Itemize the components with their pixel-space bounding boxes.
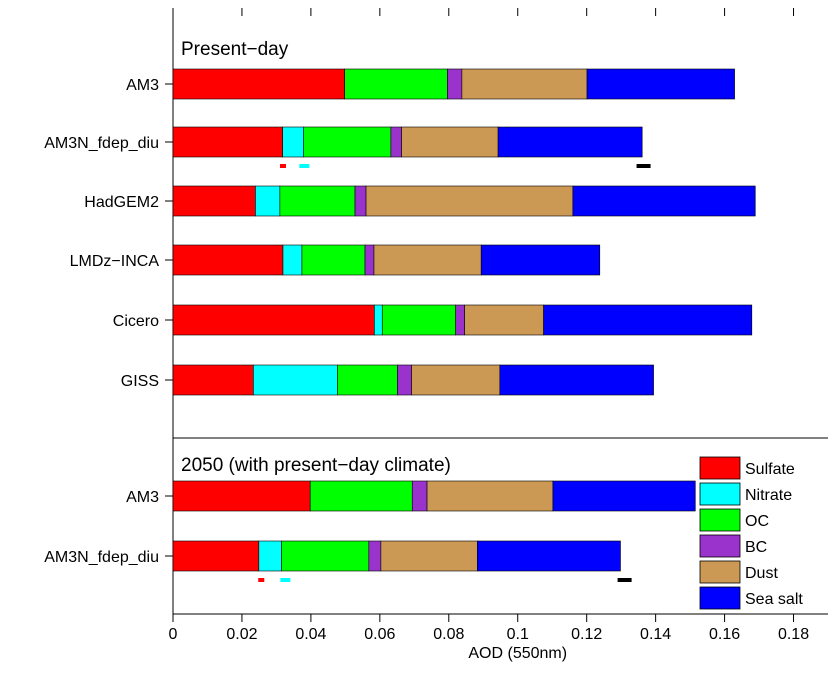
category-label: AM3N_fdep_diu <box>44 549 159 566</box>
legend-swatch <box>699 482 741 506</box>
bar-segment-nitrate <box>258 540 282 572</box>
bar-segment-sulfate <box>172 364 254 396</box>
panel-title: 2050 (with present−day climate) <box>181 455 451 476</box>
bar-segment-dust <box>365 185 574 217</box>
bar-segment-bc <box>411 480 428 512</box>
x-tick-label: 0.18 <box>778 626 809 643</box>
bar-segment-sea-salt <box>480 244 601 276</box>
bar-segment-oc <box>279 185 356 217</box>
legend: Sulfate Nitrate OC BC Dust Sea salt <box>699 456 803 610</box>
x-tick-label: 0.02 <box>226 626 257 643</box>
bar-segment-sulfate <box>172 68 345 100</box>
bar-segment-oc <box>381 304 456 336</box>
uncertainty-marker <box>279 164 286 168</box>
panel-titles: Present−day 2050 (with present−day climat… <box>181 39 451 476</box>
x-tick-label: 0.1 <box>507 626 529 643</box>
uncertainty-marker <box>258 578 265 582</box>
bar-segment-oc <box>301 244 366 276</box>
bar-segment-oc <box>337 364 398 396</box>
category-label: AM3N_fdep_diu <box>44 135 159 152</box>
x-tick-label: 0.16 <box>709 626 740 643</box>
x-axis: 0 0.02 0.04 0.06 0.08 0.1 0.12 0.14 0.16 0.18 <box>169 8 809 643</box>
legend-swatch <box>699 586 741 610</box>
bar-segment-dust <box>464 304 544 336</box>
category-label: LMDz−INCA <box>70 253 160 270</box>
bar-segment-bc <box>447 68 463 100</box>
legend-label: Dust <box>745 565 778 582</box>
bar-segment-sea-salt <box>499 364 654 396</box>
bar-segment-oc <box>303 126 392 158</box>
bar-segment-sulfate <box>172 126 283 158</box>
bar-segment-sulfate <box>172 480 311 512</box>
x-tick-label: 0.12 <box>571 626 602 643</box>
bar-segment-sea-salt <box>477 540 621 572</box>
bar-segment-bc <box>455 304 465 336</box>
legend-label: Sea salt <box>745 591 803 608</box>
bar-segment-oc <box>309 480 413 512</box>
bar-segment-sea-salt <box>586 68 735 100</box>
category-label: AM3 <box>126 77 159 94</box>
bar-segment-nitrate <box>255 185 281 217</box>
bar-segment-sea-salt <box>497 126 643 158</box>
category-label: HadGEM2 <box>84 194 159 211</box>
legend-label: Sulfate <box>745 461 795 478</box>
bar-segment-dust <box>373 244 482 276</box>
legend-swatch <box>699 456 741 480</box>
bar-segment-sea-salt <box>543 304 753 336</box>
bar-segment-dust <box>380 540 478 572</box>
uncertainty-marker <box>280 578 291 582</box>
uncertainty-marker <box>636 164 651 168</box>
legend-swatch <box>699 560 741 584</box>
legend-swatch <box>699 534 741 558</box>
x-tick-label: 0.06 <box>364 626 395 643</box>
x-tick-label: 0.14 <box>640 626 671 643</box>
uncertainty-marker <box>299 164 310 168</box>
x-tick-label: 0 <box>169 626 178 643</box>
bar-segment-sulfate <box>172 540 260 572</box>
uncertainty-marker <box>617 578 632 582</box>
category-label: Cicero <box>113 313 159 330</box>
legend-label: BC <box>745 539 767 556</box>
x-tick-label: 0.08 <box>433 626 464 643</box>
bar-segment-dust <box>411 364 501 396</box>
bar-segment-sulfate <box>172 244 284 276</box>
bar-segment-nitrate <box>374 304 383 336</box>
category-label: AM3 <box>126 489 159 506</box>
bar-segment-dust <box>461 68 588 100</box>
x-tick-label: 0.04 <box>295 626 326 643</box>
legend-label: OC <box>745 513 769 530</box>
category-label: GISS <box>121 373 159 390</box>
bar-segment-bc <box>364 244 375 276</box>
bar-segment-bc <box>354 185 367 217</box>
panel-title: Present−day <box>181 39 289 60</box>
bar-segment-sea-salt <box>572 185 756 217</box>
bar-segment-dust <box>426 480 554 512</box>
bar-segment-nitrate <box>253 364 338 396</box>
bar-segment-sea-salt <box>552 480 696 512</box>
bar-segment-bc <box>397 364 412 396</box>
category-labels: AM3 AM3N_fdep_diu HadGEM2 LMDz−INCA Cicero GI… <box>44 77 173 566</box>
x-axis-title: AOD (550nm) <box>468 645 567 662</box>
legend-label: Nitrate <box>745 487 792 504</box>
bar-segment-sulfate <box>172 185 256 217</box>
bar-segment-dust <box>401 126 499 158</box>
bar-segment-sulfate <box>172 304 375 336</box>
uncertainty-markers <box>258 164 651 582</box>
bar-segment-oc <box>344 68 448 100</box>
bar-segment-nitrate <box>282 244 303 276</box>
bar-segment-bc <box>368 540 382 572</box>
legend-swatch <box>699 508 741 532</box>
bar-segment-bc <box>390 126 402 158</box>
bar-segment-nitrate <box>282 126 304 158</box>
bar-segment-oc <box>281 540 370 572</box>
bars <box>172 68 756 572</box>
